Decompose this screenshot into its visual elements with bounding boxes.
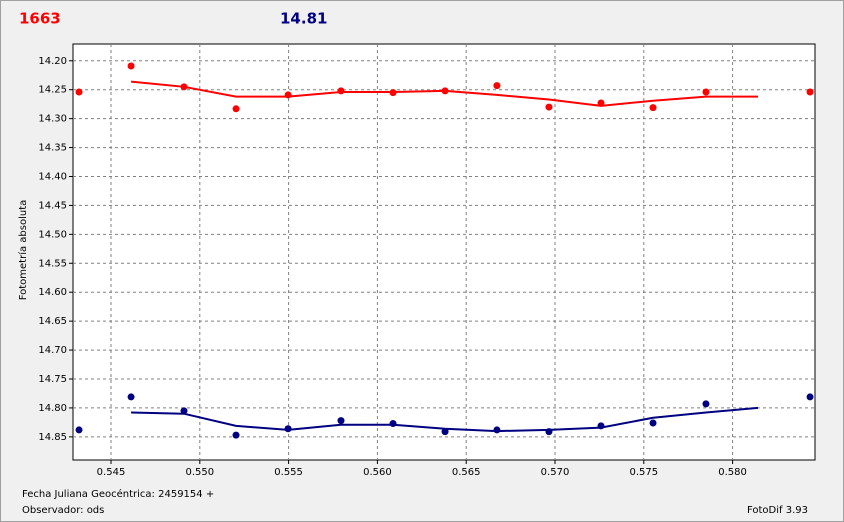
plot-area: [72, 43, 816, 461]
x-tick-label: 0.550: [185, 467, 214, 478]
data-point: [75, 88, 83, 96]
data-point: [806, 393, 814, 401]
data-point: [337, 87, 345, 95]
footer-text: FotoDif 3.93: [747, 505, 808, 516]
y-tick-label: 14.85: [38, 432, 67, 443]
y-tick-label: 14.30: [38, 114, 67, 125]
y-tick-label: 14.20: [38, 56, 67, 67]
data-point: [649, 419, 657, 427]
data-point: [441, 428, 449, 436]
data-point: [127, 62, 135, 70]
data-point: [702, 400, 710, 408]
data-point: [806, 88, 814, 96]
data-point: [337, 417, 345, 425]
y-tick-label: 14.65: [38, 316, 67, 327]
x-tick-label: 0.575: [629, 467, 658, 478]
footer-text: Fecha Juliana Geocéntrica: 2459154 +: [22, 488, 214, 500]
y-tick-label: 14.50: [38, 229, 67, 240]
y-tick-label: 14.70: [38, 345, 67, 356]
data-point: [232, 431, 240, 439]
data-point: [180, 407, 188, 415]
y-tick-label: 14.80: [38, 403, 67, 414]
y-tick-label: 14.75: [38, 374, 67, 385]
data-point: [649, 104, 657, 112]
data-point: [493, 82, 501, 90]
fit-line: [130, 80, 758, 107]
x-tick-label: 0.555: [274, 467, 303, 478]
x-tick-label: 0.545: [97, 467, 126, 478]
fit-line: [131, 406, 759, 433]
y-tick-label: 14.35: [38, 143, 67, 154]
y-tick-label: 14.25: [38, 85, 67, 96]
data-point: [75, 426, 83, 434]
footer-text: Observador: ods: [22, 505, 104, 516]
data-point: [127, 393, 135, 401]
y-axis-label: Fotometría absoluta: [17, 200, 29, 301]
y-tick-label: 14.55: [38, 258, 67, 269]
data-point: [493, 426, 501, 434]
header-right: 14.81: [280, 10, 327, 28]
y-tick-label: 14.45: [38, 200, 67, 211]
data-point: [389, 420, 397, 428]
x-tick-label: 0.565: [452, 467, 481, 478]
y-tick-label: 14.60: [38, 287, 67, 298]
data-point: [545, 103, 553, 111]
x-tick-label: 0.580: [718, 467, 747, 478]
x-tick-label: 0.570: [541, 467, 570, 478]
data-point: [232, 105, 240, 113]
x-tick-label: 0.560: [363, 467, 392, 478]
y-tick-label: 14.40: [38, 171, 67, 182]
data-point: [702, 88, 710, 96]
header-left: 1663: [19, 10, 61, 28]
